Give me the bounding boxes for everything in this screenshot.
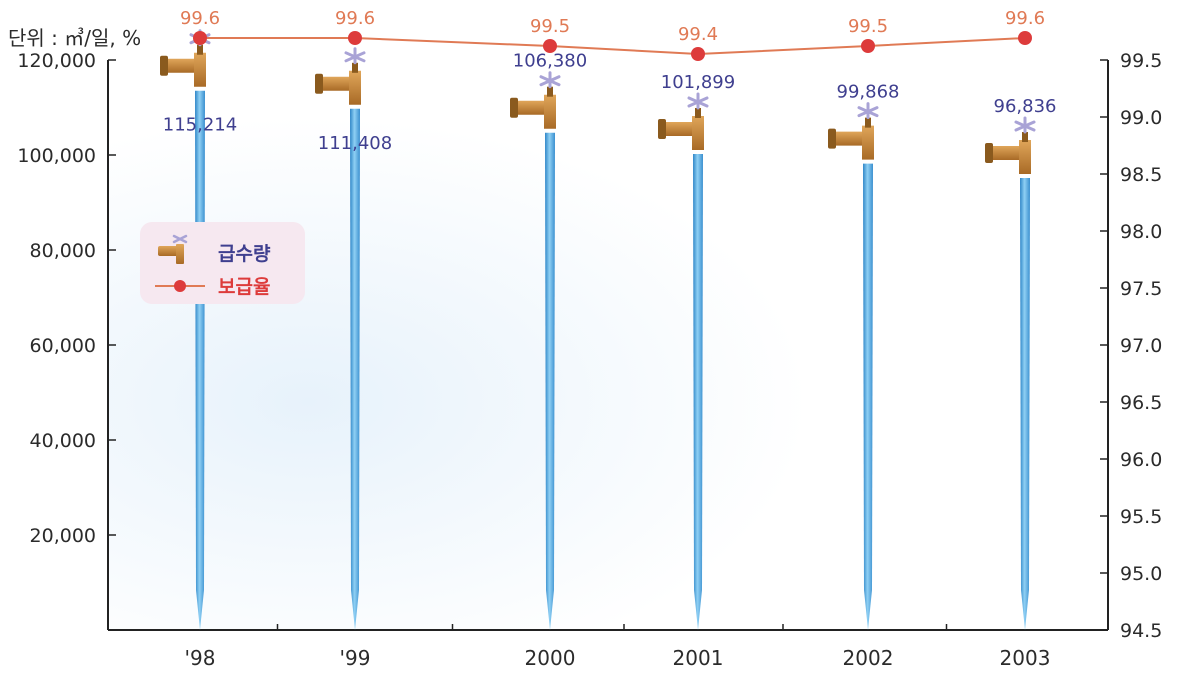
faucet-flange: [658, 118, 666, 139]
supply-value-label: 96,836: [994, 96, 1057, 117]
faucet-flange: [510, 97, 518, 118]
supply-bar: [315, 47, 366, 630]
legend-dot-icon: [174, 280, 186, 292]
left-tick-label: 80,000: [30, 240, 96, 262]
water-stream: [863, 163, 873, 630]
faucet-handle-icon: [857, 102, 879, 120]
unit-label: 단위 : ㎥/일, %: [8, 26, 142, 50]
right-tick-label: 98.0: [1120, 221, 1162, 243]
faucet-spout: [1019, 140, 1031, 175]
faucet-handle-icon: [1014, 116, 1036, 134]
right-tick-label: 97.0: [1120, 335, 1162, 357]
faucet-pipe: [833, 131, 867, 146]
faucet-pipe: [320, 76, 354, 91]
left-tick-label: 120,000: [17, 50, 96, 72]
left-tick-label: 60,000: [30, 335, 96, 357]
left-tick-label: 40,000: [30, 430, 96, 452]
right-tick-label: 94.5: [1120, 620, 1162, 642]
faucet-stem: [352, 62, 358, 73]
legend-faucet-icon: [158, 246, 178, 256]
faucet-stem: [1022, 132, 1028, 143]
faucet-stem: [865, 117, 871, 128]
left-tick-label: 100,000: [17, 145, 96, 167]
water-stream: [1020, 178, 1030, 631]
rate-value-label: 99.5: [530, 16, 570, 37]
water-stream: [350, 108, 360, 630]
x-tick-label: '98: [185, 646, 216, 670]
rate-marker: [348, 31, 362, 45]
faucet-handle-icon: [687, 92, 709, 110]
faucet-flange: [828, 128, 836, 149]
right-tick-label: 99.0: [1120, 107, 1162, 129]
right-tick-label: 95.5: [1120, 506, 1162, 528]
legend-handle-icon: [172, 234, 188, 244]
supply-value-label: 115,214: [163, 115, 237, 136]
legend-label-rate: 보급율: [218, 276, 270, 298]
right-tick-label: 95.0: [1120, 563, 1162, 585]
rate-marker: [691, 47, 705, 61]
faucet-handle-icon: [539, 71, 561, 89]
faucet-spout: [349, 70, 361, 105]
faucet-handle-icon: [344, 47, 366, 65]
plot-background: [108, 60, 1108, 630]
rate-marker: [861, 39, 875, 53]
x-tick-label: 2003: [1000, 646, 1051, 670]
rate-value-label: 99.5: [848, 16, 888, 37]
left-tick-label: 20,000: [30, 525, 96, 547]
faucet-pipe: [515, 100, 549, 115]
faucet-spout: [692, 115, 704, 150]
rate-marker: [543, 39, 557, 53]
water-stream: [693, 153, 703, 631]
supply-value-label: 106,380: [513, 51, 587, 72]
rate-line: [200, 37, 1026, 56]
right-tick-label: 96.0: [1120, 449, 1162, 471]
legend-faucet-spout: [176, 244, 184, 264]
supply-value-label: 111,408: [318, 133, 392, 154]
supply-value-label: 101,899: [661, 72, 735, 93]
rate-value-label: 99.6: [335, 8, 375, 29]
faucet-flange: [985, 143, 993, 164]
faucet-pipe: [663, 121, 697, 136]
faucet-flange: [160, 55, 168, 76]
faucet-stem: [197, 44, 203, 55]
right-tick-label: 99.5: [1120, 50, 1162, 72]
faucet-stem: [695, 107, 701, 118]
faucet-pipe: [990, 146, 1024, 161]
faucet-spout: [862, 125, 874, 160]
rate-value-label: 99.6: [1005, 8, 1045, 29]
legend-label-supply: 급수량: [218, 243, 271, 265]
faucet-spout: [194, 52, 206, 87]
x-tick-label: 2000: [525, 646, 576, 670]
water-stream: [195, 90, 205, 630]
rate-value-label: 99.6: [180, 8, 220, 29]
supply-value-label: 99,868: [837, 82, 900, 103]
supply-bar: [510, 71, 561, 630]
supply-bar: [985, 116, 1036, 631]
water-stream: [545, 132, 555, 630]
right-tick-label: 96.5: [1120, 392, 1162, 414]
right-tick-label: 98.5: [1120, 164, 1162, 186]
rate-marker: [193, 31, 207, 45]
faucet-spout: [544, 94, 556, 129]
x-tick-label: 2001: [673, 646, 724, 670]
x-tick-label: '99: [340, 646, 371, 670]
right-tick-label: 97.5: [1120, 278, 1162, 300]
faucet-stem: [547, 86, 553, 97]
faucet-flange: [315, 73, 323, 94]
faucet-pipe: [165, 58, 199, 73]
rate-marker: [1018, 31, 1032, 45]
x-tick-label: 2002: [843, 646, 894, 670]
supply-bar: [828, 102, 879, 630]
rate-value-label: 99.4: [678, 24, 718, 45]
supply-bar: [658, 92, 709, 631]
